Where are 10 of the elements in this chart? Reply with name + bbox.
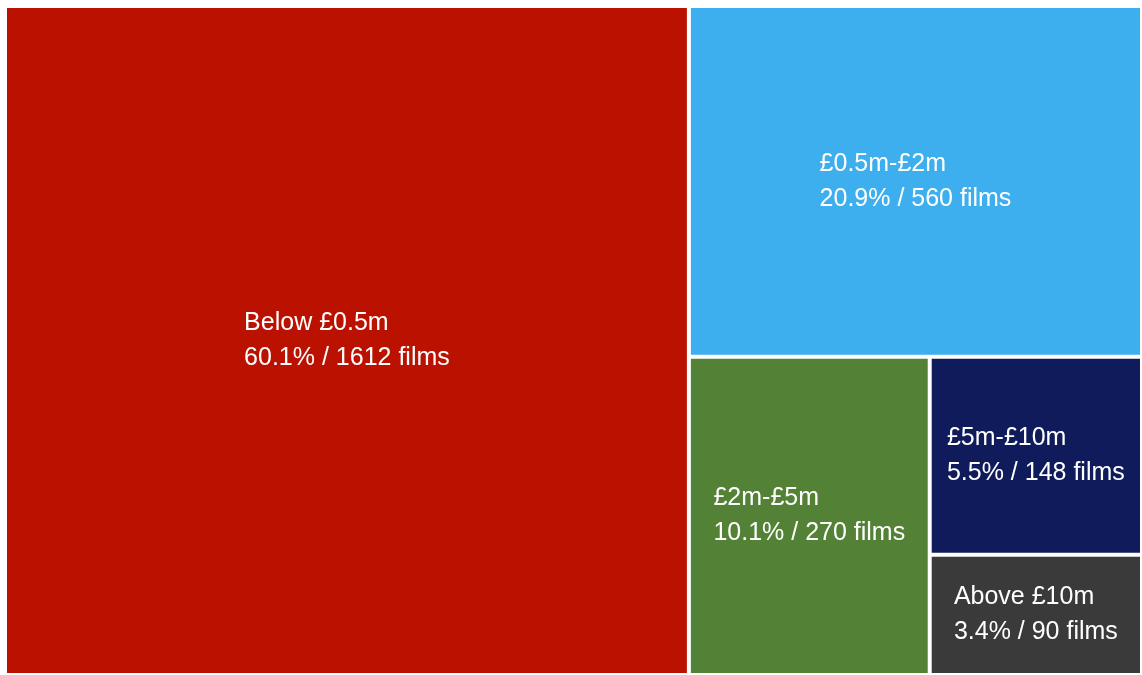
data-label: 10.1% / 270 films: [713, 517, 906, 546]
data-label: 5.5% / 148 films: [946, 457, 1125, 486]
category-label: £0.5m-£2m: [819, 147, 947, 176]
data-label: 60.1% / 1612 films: [244, 341, 450, 370]
data-label: 20.9% / 560 films: [819, 182, 1012, 211]
data-label: 3.4% / 90 films: [953, 616, 1118, 645]
category-label: Below £0.5m: [244, 306, 389, 335]
category-label: Above £10m: [953, 581, 1095, 610]
category-label: £5m-£10m: [946, 422, 1067, 451]
category-label: £2m-£5m: [713, 482, 820, 511]
